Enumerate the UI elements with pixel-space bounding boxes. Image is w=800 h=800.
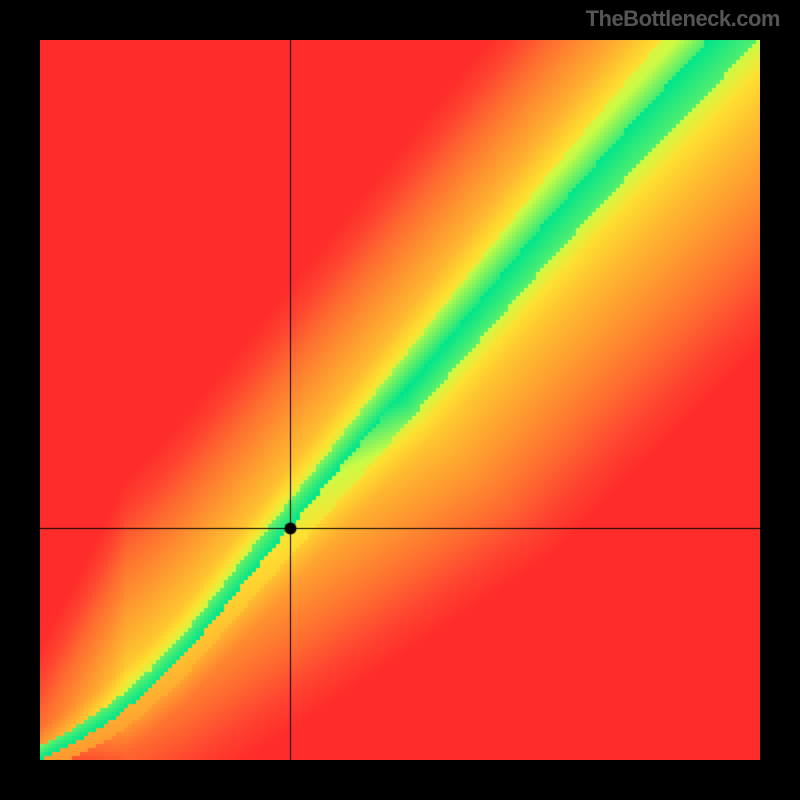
- bottleneck-heatmap: [40, 40, 760, 760]
- attribution-text: TheBottleneck.com: [586, 6, 780, 32]
- heatmap-canvas: [40, 40, 760, 760]
